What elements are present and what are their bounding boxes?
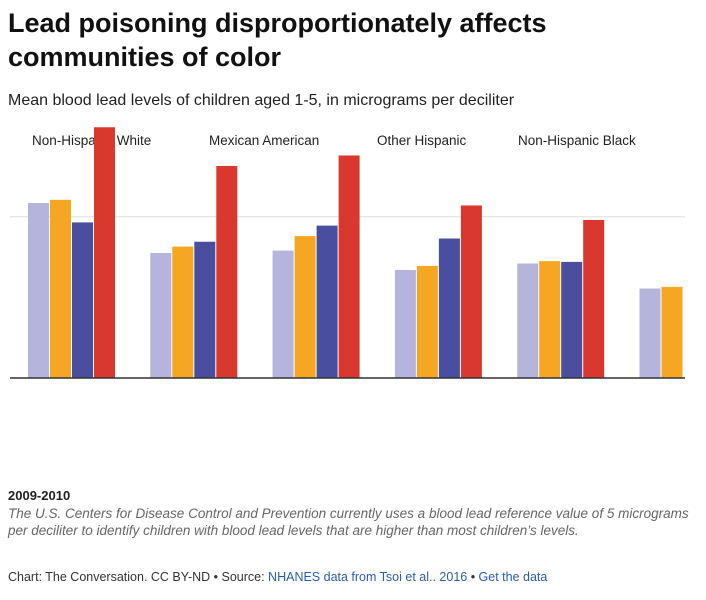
bar — [294, 236, 316, 378]
bar — [539, 261, 561, 378]
bar — [194, 241, 216, 378]
bar — [94, 127, 115, 378]
bar — [639, 288, 661, 378]
note: The U.S. Centers for Disease Control and… — [8, 506, 689, 538]
period-label: 2009-2010 — [8, 488, 71, 503]
footer: Chart: The Conversation. CC BY-ND • Sour… — [8, 570, 547, 584]
bar — [172, 246, 194, 378]
chart-subtitle: Mean blood lead levels of children aged … — [8, 92, 515, 109]
bar — [661, 286, 683, 378]
legend-label: Non-Hispanic White — [32, 133, 151, 148]
bar — [460, 205, 482, 378]
legend-label: Other Hispanic — [377, 133, 467, 148]
bar — [416, 265, 438, 378]
bar — [583, 219, 605, 378]
credit: Chart: The Conversation. CC BY-ND • Sour… — [8, 570, 269, 584]
chart: Non-Hispanic White Mexican American Other … — [10, 127, 685, 379]
bar — [338, 155, 360, 378]
data-link[interactable]: Get the data — [478, 570, 548, 584]
bar — [517, 263, 539, 378]
bar — [272, 250, 294, 378]
chart-title: Lead poisoning disproportionately affect… — [8, 8, 547, 72]
bar — [72, 222, 93, 378]
bar — [394, 269, 416, 378]
bar — [216, 165, 238, 378]
bar — [438, 238, 460, 378]
bar — [150, 253, 172, 378]
source-link[interactable]: NHANES data from Tsoi et al.. 2016 — [268, 570, 468, 584]
bar — [316, 225, 338, 378]
bar — [28, 203, 49, 378]
legend-label: Mexican American — [209, 133, 319, 148]
separator: • — [467, 570, 479, 584]
bar — [561, 261, 583, 378]
bar — [50, 199, 71, 378]
legend-label: Non-Hispanic Black — [518, 133, 636, 148]
